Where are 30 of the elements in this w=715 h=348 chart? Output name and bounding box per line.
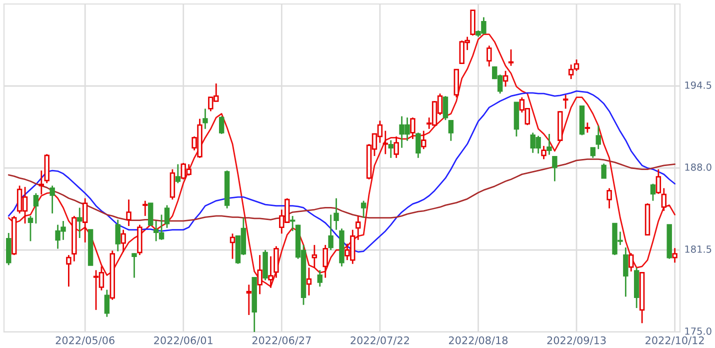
- candlestick: [120, 229, 126, 253]
- y-tick-label: 181.5: [685, 245, 712, 253]
- candlestick: [126, 198, 132, 227]
- y-tick-label: 175.0: [685, 327, 712, 335]
- x-tick-label: 2022/10/12: [646, 336, 704, 346]
- candlestick: [382, 130, 388, 155]
- candlestick: [115, 219, 120, 252]
- candlestick: [202, 108, 208, 130]
- candlestick: [623, 246, 628, 298]
- x-tick-label: 2022/06/27: [252, 336, 311, 346]
- y-tick-label: 194.5: [685, 81, 712, 89]
- x-tick-label: 2022/06/01: [154, 336, 212, 346]
- candlestick: [38, 170, 44, 196]
- candlestick: [257, 254, 262, 295]
- candlestick: [546, 133, 552, 156]
- candlestick: [77, 207, 82, 239]
- candlestick: [388, 140, 394, 159]
- candlestick: [334, 198, 339, 231]
- line-series: [8, 90, 676, 253]
- x-tick-label: 2022/08/18: [448, 336, 508, 346]
- candlestick: [596, 125, 601, 150]
- candlestick: [356, 215, 361, 241]
- x-tick-label: 2022/05/06: [56, 336, 114, 346]
- x-tick-label: 2022/09/13: [547, 336, 606, 346]
- x-tick-label: 2022/07/22: [350, 336, 409, 346]
- candlestick: [268, 256, 274, 289]
- candlestick: [306, 266, 312, 296]
- y-tick-label: 188.0: [685, 163, 712, 171]
- candlestick: [246, 284, 252, 316]
- candlestick: [312, 244, 318, 268]
